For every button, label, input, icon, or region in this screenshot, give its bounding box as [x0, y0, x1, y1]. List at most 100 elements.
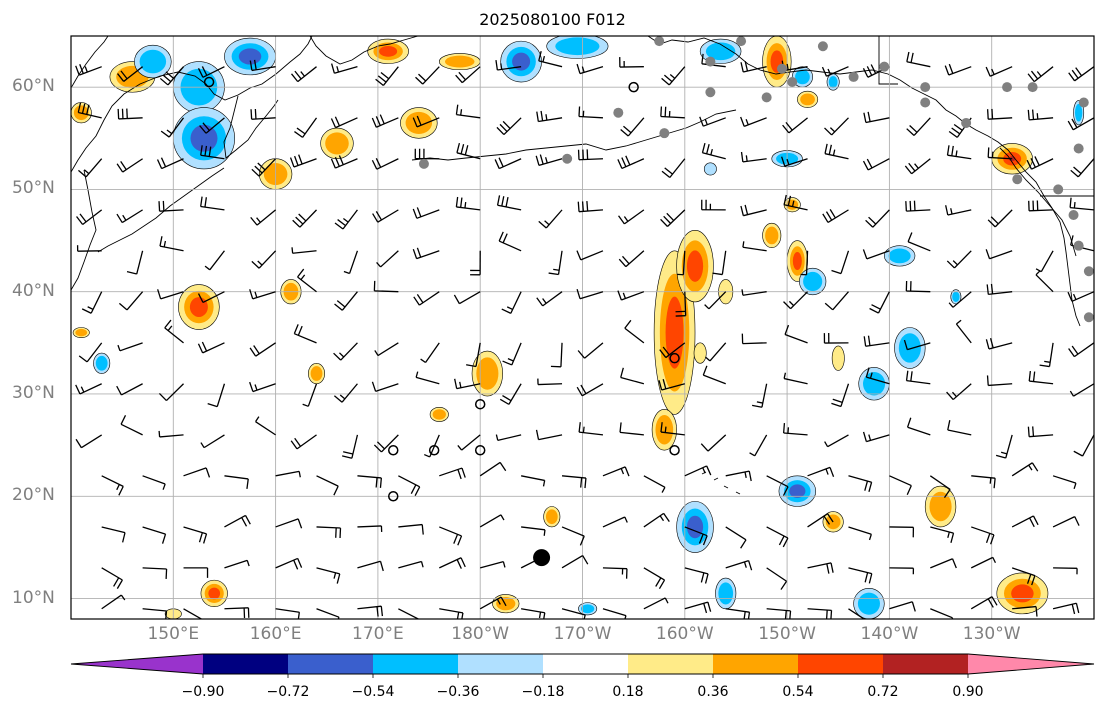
colorbar [70, 653, 1095, 678]
wind-barb [117, 342, 143, 352]
wind-barb [741, 289, 767, 296]
wind-barb [660, 209, 686, 227]
grey-station-dot [705, 56, 716, 67]
wind-barb [535, 154, 563, 167]
wind-barb [577, 201, 604, 213]
negative-anomaly-region [580, 604, 595, 614]
wind-barb [675, 291, 687, 317]
wind-barb [561, 526, 585, 546]
wind-barb [824, 434, 849, 448]
wind-barb [578, 106, 603, 119]
positive-anomaly-region [189, 297, 208, 317]
wind-barb [502, 342, 522, 366]
grey-station-dot [920, 82, 931, 93]
negative-anomaly-region [238, 48, 262, 65]
wind-barb [439, 526, 463, 546]
colorbar-segment [288, 654, 373, 674]
wind-barb [157, 289, 184, 300]
wind-barb [250, 209, 277, 226]
wind-barb [1011, 515, 1039, 528]
wind-barb [684, 601, 712, 614]
wind-barb [807, 513, 834, 528]
wind-barb [889, 526, 915, 538]
wind-barb [1093, 608, 1094, 609]
calm-wind-circle [428, 444, 440, 456]
positive-anomaly-region [496, 597, 516, 611]
wind-barb [297, 268, 317, 293]
wind-barb [200, 145, 225, 160]
colorbar-tick-label: −0.72 [266, 684, 310, 700]
wind-barb [142, 475, 166, 490]
wind-barb [413, 291, 440, 306]
wind-barb [293, 324, 317, 344]
lon-tick-label: 150°W [758, 624, 816, 644]
wind-barb [766, 475, 789, 496]
wind-barb [1028, 371, 1054, 385]
wind-barb [822, 209, 849, 223]
wind-barb [480, 561, 506, 569]
wind-barb [661, 66, 686, 86]
positive-anomaly-region [686, 250, 704, 282]
wind-barb [536, 110, 563, 123]
wind-barb [863, 335, 890, 347]
grey-station-dot [1083, 266, 1094, 277]
wind-barb [740, 204, 767, 217]
wind-barb [275, 470, 301, 478]
wind-barb [643, 597, 669, 610]
wind-barb [619, 422, 644, 436]
wind-barb [659, 342, 686, 359]
wind-barb [120, 415, 143, 436]
wind-barb [617, 155, 645, 170]
wind-barb [643, 512, 670, 528]
wind-barb [158, 200, 184, 212]
wind-barb [538, 209, 563, 229]
wind-barb [373, 434, 399, 453]
grey-station-dot [1012, 174, 1023, 185]
grey-station-dot [1068, 209, 1079, 220]
wind-barb [371, 114, 399, 128]
grey-station-dot [761, 92, 772, 103]
lon-tick-label: 160°E [249, 624, 302, 644]
grey-station-dot [1083, 312, 1094, 323]
wind-barb [520, 475, 546, 487]
grey-station-dot [961, 117, 972, 128]
positive-anomaly-region [445, 55, 475, 68]
wind-barb [985, 66, 1013, 77]
wind-barb [330, 63, 358, 74]
wind-barb [455, 66, 481, 84]
calm-wind-circle [387, 491, 399, 502]
wind-barb [643, 475, 666, 493]
colorbar-segment [203, 654, 288, 674]
wind-barb [316, 567, 341, 584]
wind-barb [907, 232, 931, 252]
colorbar-segment [458, 654, 543, 674]
wind-barb [415, 371, 440, 385]
calm-wind-circle [628, 81, 639, 93]
grey-station-dot [1002, 82, 1013, 93]
wind-barb [602, 516, 628, 528]
wind-barb [373, 280, 399, 293]
coastline-hawaii [701, 471, 741, 495]
wind-barb [371, 381, 399, 392]
wind-barb [77, 102, 102, 119]
gridlines-layer [71, 36, 1094, 619]
wind-barb [521, 526, 546, 536]
negative-anomaly-region [857, 592, 880, 615]
wind-barb [684, 465, 712, 477]
wind-barb [862, 249, 890, 260]
lon-tick-label: 170°W [553, 624, 612, 644]
wind-barb [1070, 158, 1094, 178]
lat-tick-label: 60°N [12, 76, 55, 97]
wind-barb [499, 383, 522, 405]
wind-barb [725, 526, 747, 549]
wind-barb [207, 383, 226, 408]
wind-barb [453, 291, 481, 305]
wind-barb [200, 196, 225, 211]
coastline-layer [71, 36, 1094, 495]
wind-barb [439, 557, 466, 569]
wind-barb [101, 526, 126, 543]
negative-anomaly-region [555, 37, 600, 56]
wind-barb [78, 342, 103, 363]
wind-barb [946, 145, 972, 160]
wind-barb [946, 383, 972, 401]
